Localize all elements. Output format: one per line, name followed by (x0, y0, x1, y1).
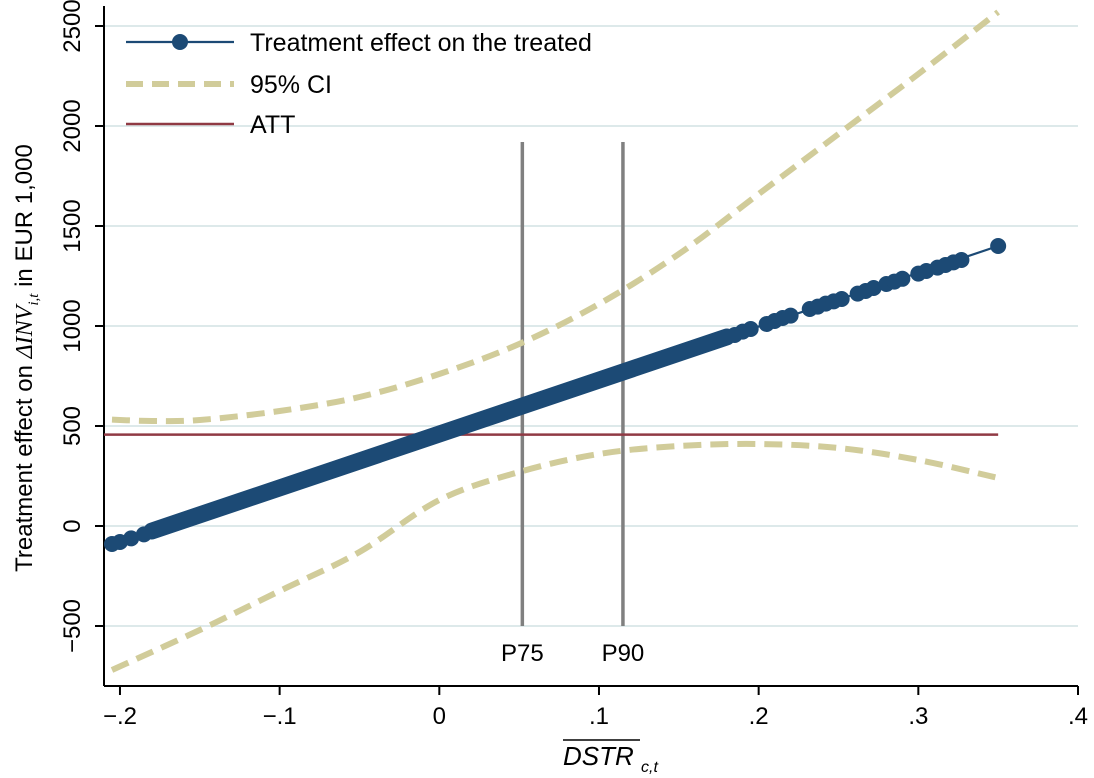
treatment-effect-point-28 (990, 238, 1007, 254)
y-tick-label-1: 0 (59, 519, 86, 532)
reference-lines: P75 P90 (501, 142, 644, 667)
x-ticks: −.2 −.1 0 .1 .2 .3 .4 (103, 686, 1088, 730)
y-tick-label-0: −500 (59, 599, 86, 653)
treatment-effect-point-2 (123, 530, 140, 547)
legend-label-att: ATT (250, 111, 295, 139)
grid-lines (104, 25, 1078, 627)
legend: Treatment effect on the treated 95% CI A… (126, 29, 592, 139)
treatment-effect-point-10 (782, 307, 799, 324)
x-tick-label-6: .4 (1068, 703, 1088, 730)
treatment-effect-point-3 (135, 526, 152, 543)
x-tick-label-5: .3 (908, 703, 928, 730)
x-axis-title: DSTR c,t (563, 739, 658, 776)
treatment-effect-point-15 (833, 291, 850, 307)
axes: −.2 −.1 0 .1 .2 .3 .4 −500 0 500 1000 1500 2000 2500 (59, 0, 1088, 730)
ci-lower-line (110, 440, 999, 673)
x-tick-label-1: −.1 (263, 703, 297, 730)
treatment-effect-point-21 (894, 270, 911, 287)
legend-label-ci: 95% CI (250, 71, 332, 99)
y-axis-title-var: ΔINV (12, 303, 38, 359)
legend-label-treatment: Treatment effect on the treated (250, 29, 592, 57)
ci-upper-line (111, 9, 1001, 425)
x-tick-label-4: .2 (749, 703, 769, 730)
confidence-interval (110, 9, 1001, 673)
x-axis-title-main: DSTR (563, 741, 634, 771)
treatment-effect-point-6 (742, 321, 759, 337)
y-tick-label-4: 1500 (59, 199, 86, 252)
reference-label-p90: P90 (602, 640, 645, 667)
y-tick-label-3: 1000 (59, 299, 86, 352)
x-tick-label-3: .1 (589, 703, 609, 730)
y-axis-title: Treatment effect on ΔINVi,t in EUR 1,000 (11, 144, 42, 572)
treatment-effect-point-27 (953, 252, 970, 268)
y-tick-label-2: 500 (59, 406, 86, 446)
x-axis-title-subscript: c,t (641, 759, 658, 776)
treatment-effect-point-18 (865, 280, 882, 296)
reference-label-p75: P75 (501, 640, 544, 667)
y-axis-title-subscript: i,t (26, 293, 42, 306)
y-tick-label-6: 2500 (59, 0, 86, 53)
y-ticks: −500 0 500 1000 1500 2000 2500 (59, 0, 104, 653)
legend-marker-treatment (172, 34, 188, 50)
y-tick-label-5: 2000 (59, 99, 86, 152)
y-axis-title-prefix: Treatment effect on (11, 358, 38, 571)
treatment-effect-series (103, 238, 1007, 552)
treatment-effect-dense-markers (143, 328, 736, 540)
x-tick-label-0: −.2 (103, 703, 137, 730)
y-axis-title-suffix: in EUR 1,000 (11, 144, 38, 293)
x-tick-label-2: 0 (433, 703, 446, 730)
